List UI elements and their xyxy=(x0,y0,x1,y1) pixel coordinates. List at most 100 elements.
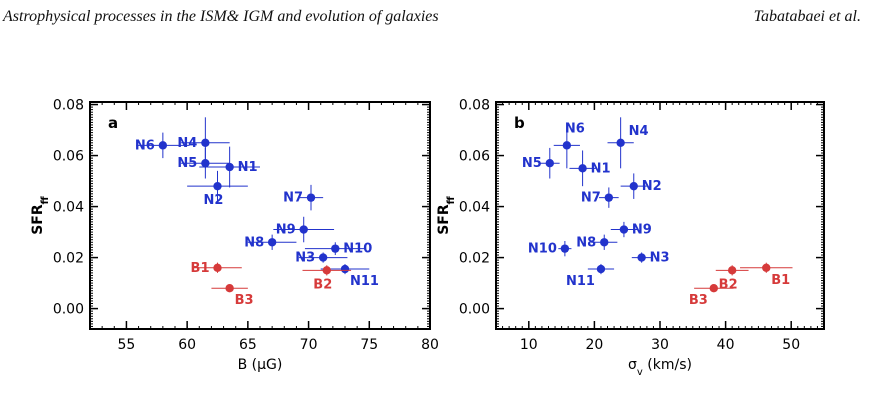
data-marker xyxy=(318,253,328,262)
y-axis-label-sub: ff xyxy=(40,195,51,204)
y-tick-label: 0.00 xyxy=(53,302,84,318)
x-tick-label: 80 xyxy=(421,337,439,353)
y-tick-label: 0.06 xyxy=(459,149,490,165)
x-axis-label-suffix: (km/s) xyxy=(643,357,692,373)
data-marker xyxy=(619,225,629,234)
data-marker xyxy=(322,266,331,275)
x-axis-label-sub: v xyxy=(637,367,643,378)
data-point-n2: N2 xyxy=(620,173,662,199)
point-label: N8 xyxy=(576,235,596,250)
y-tick-label: 0.08 xyxy=(53,98,84,114)
point-label: N2 xyxy=(642,179,662,194)
data-marker xyxy=(604,193,614,202)
point-label: N2 xyxy=(204,193,224,208)
data-marker xyxy=(600,238,609,247)
x-tick-label: 40 xyxy=(717,337,735,353)
data-point-n6: N6 xyxy=(135,132,190,159)
y-axis-label-sub: ff xyxy=(446,195,457,204)
x-tick-label: 50 xyxy=(782,337,800,353)
y-tick-label: 0.00 xyxy=(459,302,490,318)
data-marker xyxy=(306,193,316,202)
data-marker xyxy=(578,164,587,173)
data-point-n8: N8 xyxy=(244,234,297,250)
page-header: Astrophysical processes in the ISM& IGM … xyxy=(0,8,869,32)
point-label: N9 xyxy=(276,223,296,238)
data-marker xyxy=(545,159,554,168)
data-marker xyxy=(727,266,737,275)
data-point-n9: N9 xyxy=(610,221,652,238)
point-label: B3 xyxy=(235,293,254,308)
data-marker xyxy=(340,264,350,274)
point-label: N3 xyxy=(650,251,670,266)
data-point-n5: N5 xyxy=(177,147,230,179)
x-tick-label: 30 xyxy=(651,337,669,353)
data-marker xyxy=(225,162,234,172)
data-marker xyxy=(267,238,277,247)
point-label: N7 xyxy=(581,191,601,206)
running-authors: Tabatabaei et al. xyxy=(753,8,861,25)
panel-label: a xyxy=(108,114,118,132)
y-tick-label: 0.06 xyxy=(53,149,84,165)
data-marker xyxy=(709,283,718,293)
point-label: N5 xyxy=(177,156,197,171)
data-point-n4: N4 xyxy=(607,117,649,169)
point-label: N6 xyxy=(135,138,155,153)
data-point-n8: N8 xyxy=(576,234,618,250)
point-label: N11 xyxy=(350,274,379,289)
data-point-n2: N2 xyxy=(187,170,248,208)
running-title: Astrophysical processes in the ISM& IGM … xyxy=(3,8,439,25)
data-point-n10: N10 xyxy=(304,242,372,257)
point-label: N6 xyxy=(565,121,585,136)
point-label: N4 xyxy=(629,124,649,139)
point-label: N4 xyxy=(177,136,197,151)
data-point-b3: B3 xyxy=(689,283,734,308)
point-label: N8 xyxy=(244,235,264,250)
data-point-b1: B1 xyxy=(740,262,793,288)
data-point-n6: N6 xyxy=(553,121,585,169)
data-point-b1: B1 xyxy=(191,261,242,276)
x-axis-label: B (μG) xyxy=(238,357,283,373)
data-marker xyxy=(560,244,570,253)
x-tick-label: 60 xyxy=(178,337,196,353)
data-marker xyxy=(213,263,222,272)
data-marker xyxy=(596,264,606,274)
point-label: B1 xyxy=(191,261,210,276)
y-tick-label: 0.02 xyxy=(459,251,490,267)
data-marker xyxy=(562,141,572,150)
data-marker xyxy=(629,181,638,191)
y-axis-label: SFRff xyxy=(436,195,457,234)
point-label: N10 xyxy=(528,242,557,257)
x-axis-label: σv (km/s) xyxy=(628,357,692,378)
point-label: N10 xyxy=(343,242,372,257)
data-marker xyxy=(762,263,771,272)
point-label: B1 xyxy=(771,273,790,288)
data-point-b2: B2 xyxy=(302,265,352,292)
data-point-n7: N7 xyxy=(283,184,324,211)
point-label: B2 xyxy=(719,277,738,292)
x-tick-label: 55 xyxy=(118,337,136,353)
data-point-n7: N7 xyxy=(581,187,619,208)
data-point-n10: N10 xyxy=(528,241,572,257)
point-label: N3 xyxy=(295,251,315,266)
point-label: N5 xyxy=(522,156,542,171)
x-tick-label: 10 xyxy=(520,337,538,353)
data-point-n1: N1 xyxy=(199,146,260,188)
data-marker xyxy=(201,159,210,168)
data-marker xyxy=(158,141,168,150)
x-tick-label: 75 xyxy=(360,337,378,353)
panel-label: b xyxy=(514,114,525,132)
data-point-n5: N5 xyxy=(522,147,560,179)
y-tick-label: 0.02 xyxy=(53,251,84,267)
x-tick-label: 20 xyxy=(585,337,603,353)
point-label: B3 xyxy=(689,293,708,308)
data-point-n3: N3 xyxy=(631,251,670,266)
chart-panel-a: 55 60 65 70 75 80 0.00 0.02 0.04 0.06 0.08 a B (μG) S… xyxy=(30,98,439,373)
data-marker xyxy=(225,283,234,293)
point-label: N1 xyxy=(238,160,258,175)
data-point-n9: N9 xyxy=(273,216,335,243)
data-point-n11: N11 xyxy=(566,263,615,289)
y-tick-label: 0.08 xyxy=(459,98,490,114)
data-marker xyxy=(299,225,308,234)
chart-panel-b: 10 20 30 40 50 0.00 0.02 0.04 0.06 0.08 b σv (km/s)… xyxy=(436,98,825,378)
